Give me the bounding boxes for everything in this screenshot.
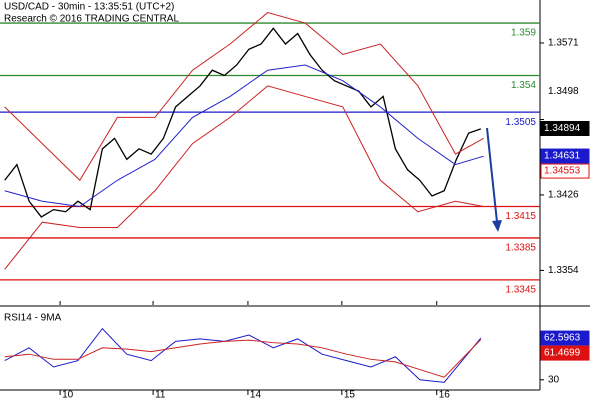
x-tick-label: 16 — [439, 390, 451, 400]
level-label: 1.3505 — [505, 117, 536, 128]
y-tick-label: 1.3354 — [548, 265, 579, 276]
series-line — [4, 327, 482, 383]
x-tick-label: 11 — [155, 390, 166, 400]
last-value-label: 61.4699 — [544, 348, 581, 359]
last-value-label: 1.34631 — [544, 151, 581, 162]
y-tick-label: 30 — [548, 374, 560, 385]
y-tick-label: 1.3571 — [548, 38, 579, 49]
chart-subtitle: Research © 2016 TRADING CENTRAL — [4, 14, 179, 25]
last-value-label: 1.34894 — [544, 123, 581, 134]
rsi-title: RSI14 - 9MA — [4, 313, 62, 324]
last-value-box — [540, 345, 590, 361]
last-value-label: 62.5963 — [544, 333, 581, 344]
level-label: 1.354 — [511, 80, 536, 91]
x-tick-label: 15 — [344, 390, 356, 400]
series-line — [4, 12, 484, 182]
last-value-label: 1.34553 — [544, 166, 581, 177]
series-line — [4, 64, 484, 207]
forecast-arrowhead — [492, 220, 502, 232]
level-label: 1.359 — [511, 28, 536, 39]
series-line — [4, 27, 482, 218]
series-line — [4, 85, 484, 270]
last-value-box — [540, 330, 590, 346]
level-label: 1.3385 — [505, 243, 536, 254]
x-tick-label: 10 — [62, 390, 74, 400]
last-value-box — [540, 163, 590, 179]
x-tick-label: 14 — [250, 390, 262, 400]
last-value-box — [540, 120, 590, 136]
level-label: 1.3345 — [505, 284, 536, 295]
last-value-box — [540, 148, 590, 164]
y-tick-label: 1.3426 — [548, 190, 579, 201]
series-line — [4, 339, 482, 378]
y-tick-label: 1.3498 — [548, 86, 579, 97]
level-label: 1.3415 — [505, 211, 536, 222]
chart-title: USD/CAD - 30min - 13:35:51 (UTC+2) — [4, 2, 174, 13]
